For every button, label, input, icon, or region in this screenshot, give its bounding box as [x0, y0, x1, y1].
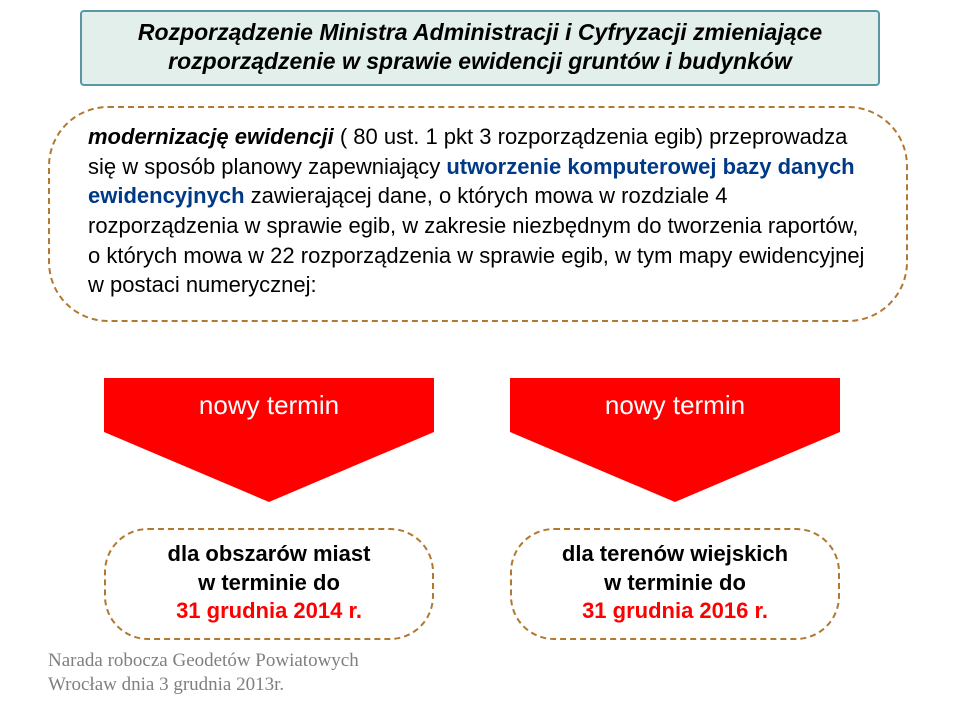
arrow-left-label: nowy termin	[104, 378, 434, 432]
arrow-right-label: nowy termin	[510, 378, 840, 432]
deadline-box-rural: dla terenów wiejskich w terminie do 31 g…	[510, 528, 840, 640]
title-line-1: Rozporządzenie Ministra Administracji i …	[138, 19, 822, 45]
title-line-2: rozporządzenie w sprawie ewidencji grunt…	[168, 48, 792, 74]
deadline-box-cities: dla obszarów miast w terminie do 31 grud…	[104, 528, 434, 640]
footer-line-1: Narada robocza Geodetów Powiatowych	[48, 649, 359, 674]
arrow-left-pointer	[104, 432, 434, 502]
deadline-rural-line1b: w terminie do	[528, 569, 822, 598]
deadline-cities-line1b: w terminie do	[122, 569, 416, 598]
modernization-label: modernizację ewidencji	[88, 124, 334, 149]
arrow-right-pointer	[510, 432, 840, 502]
title-banner: Rozporządzenie Ministra Administracji i …	[80, 10, 880, 86]
deadline-cities-line1a: dla obszarów miast	[122, 540, 416, 569]
footer-line-2: Wrocław dnia 3 grudnia 2013r.	[48, 673, 359, 698]
deadline-rural-line1a: dla terenów wiejskich	[528, 540, 822, 569]
arrow-left: nowy termin	[104, 378, 434, 502]
arrow-right: nowy termin	[510, 378, 840, 502]
deadline-cities-date: 31 grudnia 2014 r.	[122, 597, 416, 626]
deadline-rural-date: 31 grudnia 2016 r.	[528, 597, 822, 626]
footer: Narada robocza Geodetów Powiatowych Wroc…	[48, 649, 359, 698]
main-text-box: modernizację ewidencji ( 80 ust. 1 pkt 3…	[48, 106, 908, 322]
